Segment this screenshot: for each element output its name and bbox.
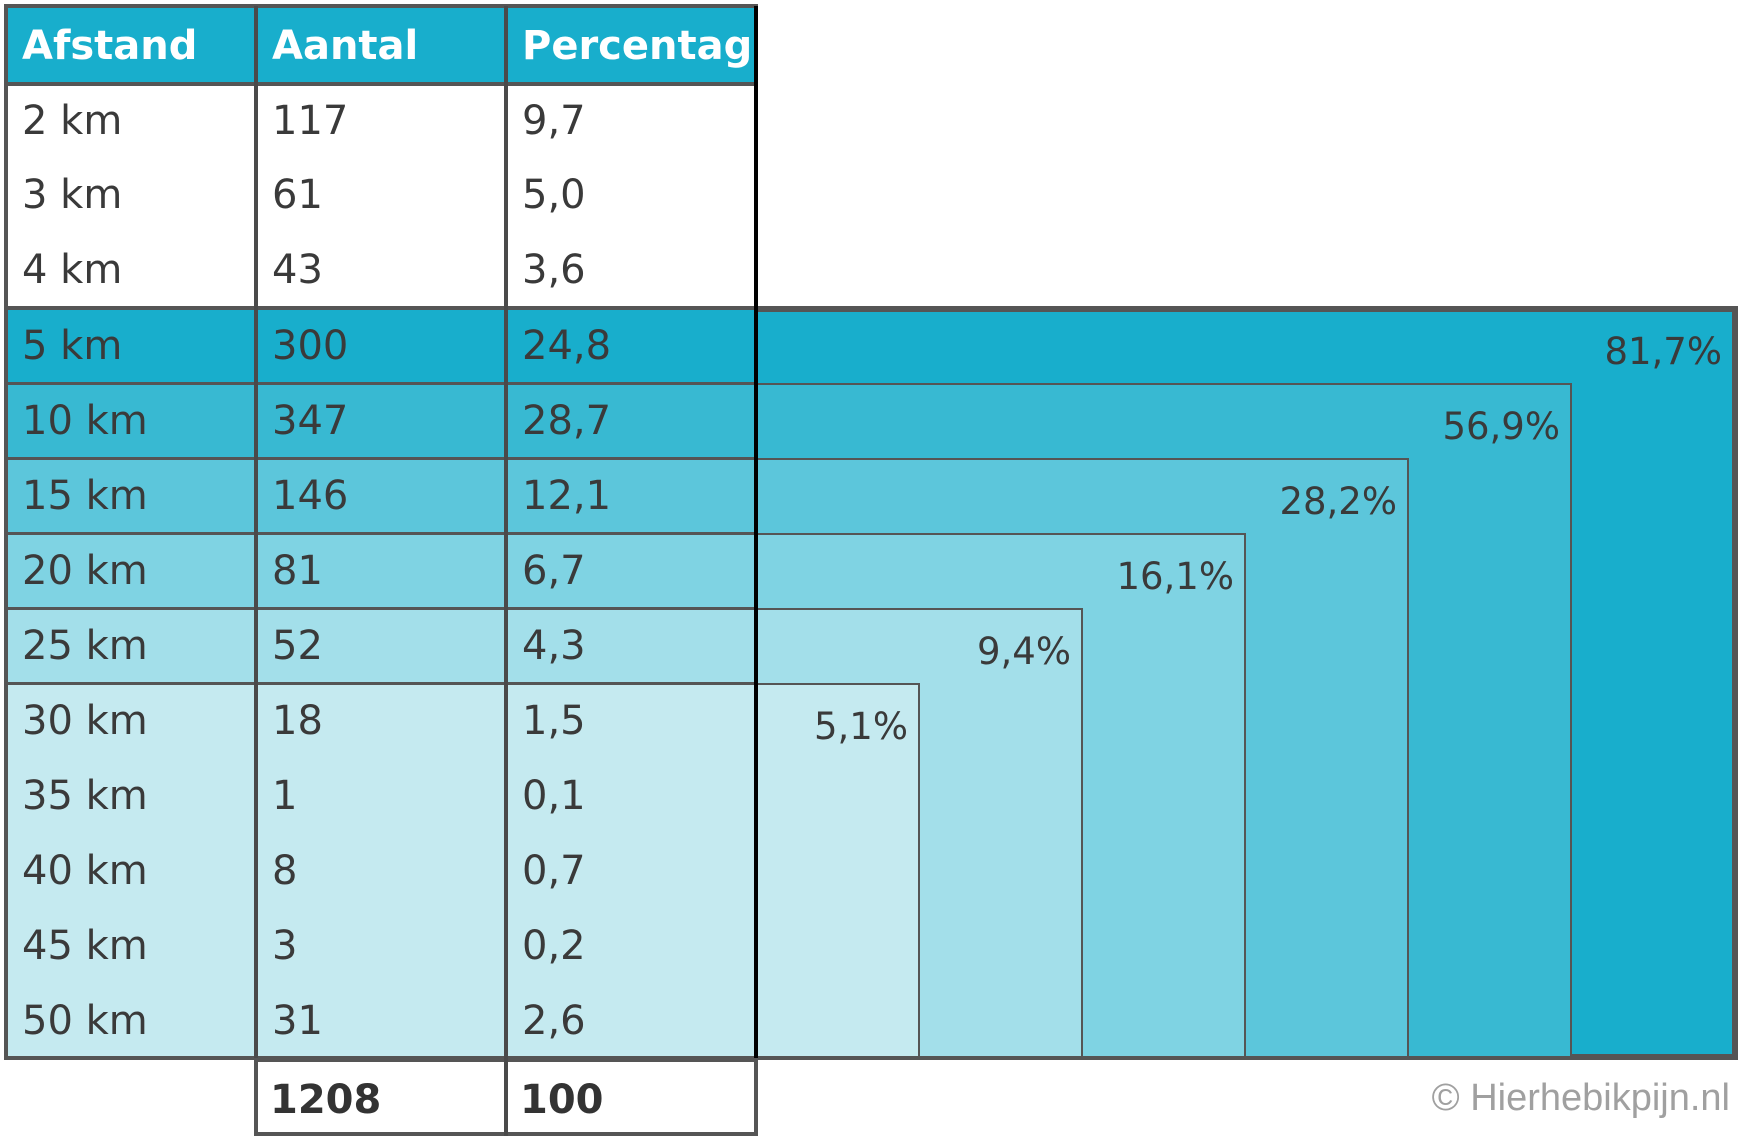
afstand-cell: 30 km [22,697,148,744]
afstand-cell: 2 km [22,98,123,144]
percentage-cell: 2,6 [522,997,586,1044]
total-aantal: 1208 [270,1077,382,1123]
aantal-cell: 31 [272,997,323,1044]
percentage-cell: 5,0 [522,172,586,218]
afstand-cell: 35 km [22,772,148,819]
percentage-cell: 4,3 [522,622,586,669]
afstand-cell: 45 km [22,922,148,969]
afstand-cell: 50 km [22,997,148,1044]
row-divider [6,382,756,384]
cumulative-label: 56,9% [1442,405,1560,448]
aantal-cell: 300 [272,322,349,369]
percentage-cell: 9,7 [522,98,586,144]
column-divider [254,6,258,1058]
totals-divider [504,1058,508,1136]
aantal-cell: 117 [272,98,349,144]
aantal-cell: 8 [272,847,298,894]
afstand-cell: 3 km [22,172,123,218]
percentage-cell: 0,7 [522,847,586,894]
percentage-cell: 1,5 [522,697,586,744]
column-divider [754,6,758,1058]
percentage-cell: 3,6 [522,247,586,293]
afstand-cell: 20 km [22,547,148,594]
column-header-afstand: Afstand [22,23,198,69]
aantal-cell: 61 [272,172,323,218]
aantal-cell: 18 [272,697,323,744]
cumulative-layer-30km [6,683,920,1058]
aantal-cell: 81 [272,547,323,594]
table-header-row [6,6,756,82]
column-header-percentage: Percentage [522,23,780,69]
aantal-cell: 52 [272,622,323,669]
afstand-cell: 15 km [22,472,148,519]
cumulative-label: 81,7% [1604,330,1722,373]
total-percentage: 100 [520,1077,604,1123]
layer-fill-5km [6,308,756,383]
afstand-cell: 40 km [22,847,148,894]
percentage-cell: 6,7 [522,547,586,594]
aantal-cell: 146 [272,472,349,519]
cumulative-label: 28,2% [1279,480,1397,523]
afstand-cell: 5 km [22,322,123,369]
row-divider [6,607,756,609]
row-divider [6,532,756,534]
aantal-cell: 3 [272,922,298,969]
aantal-cell: 347 [272,397,349,444]
afstand-cell: 25 km [22,622,148,669]
header-divider [6,82,756,86]
percentage-cell: 0,1 [522,772,586,819]
aantal-cell: 43 [272,247,323,293]
row-divider [6,682,756,684]
percentage-cell: 28,7 [522,397,612,444]
row-divider [6,457,756,459]
aantal-cell: 1 [272,772,298,819]
afstand-cell: 4 km [22,247,123,293]
column-divider [504,6,508,1058]
column-header-aantal: Aantal [272,23,419,69]
cumulative-label: 9,4% [977,630,1071,673]
afstand-cell: 10 km [22,397,148,444]
percentage-cell: 0,2 [522,922,586,969]
cumulative-label: 16,1% [1116,555,1234,598]
cumulative-label: 5,1% [814,705,908,748]
percentage-cell: 24,8 [522,322,612,369]
percentage-cell: 12,1 [522,472,612,519]
watermark: © Hierhebikpijn.nl [1431,1077,1730,1119]
